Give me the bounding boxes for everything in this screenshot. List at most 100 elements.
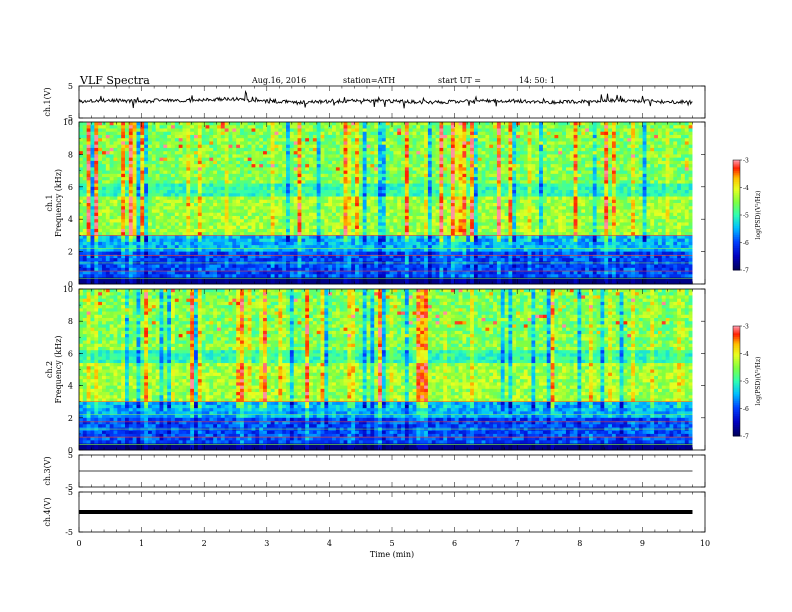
spectrogram-cell (320, 190, 325, 194)
spectrogram-cell (136, 241, 141, 246)
spectrogram-cell (205, 264, 210, 269)
spectrogram-cell (397, 280, 402, 285)
spectrogram-cell (148, 190, 153, 194)
spectrogram-cell (320, 196, 325, 201)
spectrogram-cell (381, 183, 387, 188)
spectrogram-cell (389, 235, 394, 240)
spectrogram-cell (186, 141, 191, 146)
spectrogram-cell (443, 160, 448, 165)
spectrogram-cell (251, 254, 256, 259)
spectrogram-cell (186, 267, 191, 272)
spectrogram-cell (155, 203, 160, 207)
spectrogram-cell (381, 209, 387, 214)
spectrogram-cell (201, 209, 206, 214)
spectrogram-cell (397, 186, 402, 191)
spectrogram-cell (412, 125, 417, 129)
spectrogram-cell (309, 154, 314, 159)
spectrogram-cell (117, 251, 122, 256)
spectrogram-cell (121, 203, 126, 207)
spectrogram-cell (79, 138, 84, 142)
spectrogram-cell (328, 274, 333, 278)
spectrogram-cell (205, 196, 210, 201)
spectrogram-cell (416, 173, 421, 178)
spectrogram-cell (224, 251, 229, 256)
spectrogram-cell (366, 160, 371, 165)
spectrogram-cell (178, 154, 183, 159)
spectrogram-cell (167, 264, 172, 269)
spectrogram-cell (128, 271, 134, 275)
spectrogram-cell (117, 180, 122, 184)
spectrogram-cell (213, 167, 218, 171)
spectrogram-cell (381, 154, 387, 159)
spectrogram-cell (435, 254, 440, 259)
spectrogram-cell (443, 164, 448, 168)
spectrogram-cell (167, 238, 172, 243)
spectrogram-cell (297, 245, 302, 249)
spectrogram-cell (194, 206, 199, 210)
spectrogram-cell (167, 258, 172, 262)
spectrogram-cell (159, 190, 164, 194)
spectrogram-cell (385, 238, 390, 243)
spectrogram-cell (205, 144, 210, 149)
spectrogram-cell (328, 206, 333, 210)
spectrogram-cell (125, 219, 130, 223)
spectrogram-cell (439, 228, 444, 233)
spectrogram-cell (439, 183, 444, 188)
spectrogram-cell (408, 193, 413, 197)
spectrogram-cell (209, 203, 214, 207)
spectrogram-cell (243, 245, 249, 249)
spectrogram-cell (144, 267, 149, 272)
spectrogram-cell (324, 160, 329, 165)
spectrogram-cell (263, 147, 268, 152)
spectrogram-cell (389, 160, 394, 165)
spectrogram-cell (435, 203, 440, 207)
spectrogram-cell (393, 125, 398, 129)
spectrogram-cell (270, 245, 275, 249)
spectrogram-cell (439, 125, 444, 129)
spectrogram-cell (289, 267, 295, 272)
spectrogram-cell (309, 212, 314, 217)
spectrogram-cell (378, 147, 383, 152)
spectrogram-cell (320, 258, 325, 262)
spectrogram-cell (339, 225, 344, 230)
spectrogram-cell (332, 183, 337, 188)
spectrogram-cell (270, 157, 275, 162)
spectrogram-cell (397, 183, 402, 188)
spectrogram-cell (385, 154, 390, 159)
spectrogram-cell (194, 254, 199, 259)
spectrogram-cell (197, 128, 203, 133)
spectrogram-cell (335, 125, 341, 129)
spectrogram-cell (450, 138, 456, 142)
spectrogram-cell (343, 147, 348, 152)
spectrogram-cell (117, 219, 122, 223)
spectrogram-cell (79, 193, 84, 197)
spectrogram-cell (320, 160, 325, 165)
spectrogram-cell (109, 128, 114, 133)
spectrogram-cell (278, 151, 283, 155)
spectrogram-cell (186, 241, 191, 246)
spectrogram-cell (136, 151, 141, 155)
spectrogram-cell (347, 271, 352, 275)
spectrogram-cell (412, 141, 417, 146)
spectrogram-cell (217, 222, 222, 227)
spectrogram-cell (320, 209, 325, 214)
spectrogram-cell (232, 251, 237, 256)
spectrogram-cell (140, 248, 145, 252)
spectrogram-cell (301, 131, 306, 136)
spectrogram-cell (205, 199, 210, 204)
spectrogram-cell (259, 203, 264, 207)
spectrogram-cell (427, 128, 433, 133)
spectrogram-cell (259, 131, 264, 136)
spectrogram-cell (385, 170, 390, 175)
spectrogram-cell (178, 258, 183, 262)
spectrogram-cell (366, 190, 371, 194)
spectrogram-cell (343, 157, 348, 162)
spectrogram-cell (324, 209, 329, 214)
spectrogram-cell (305, 245, 310, 249)
spectrogram-cell (312, 264, 318, 269)
spectrogram-cell (228, 209, 233, 214)
spectrogram-cell (109, 271, 114, 275)
spectrogram-cell (443, 258, 448, 262)
spectrogram-cell (424, 280, 429, 285)
spectrogram-cell (140, 167, 145, 171)
